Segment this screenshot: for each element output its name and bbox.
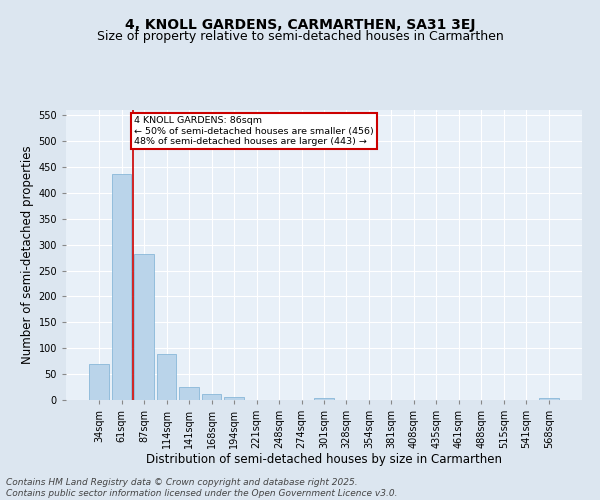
Text: 4, KNOLL GARDENS, CARMARTHEN, SA31 3EJ: 4, KNOLL GARDENS, CARMARTHEN, SA31 3EJ [125, 18, 475, 32]
Bar [134, 254, 154, 400]
Y-axis label: Number of semi-detached properties: Number of semi-detached properties [21, 146, 34, 364]
Text: Size of property relative to semi-detached houses in Carmarthen: Size of property relative to semi-detach… [97, 30, 503, 43]
Bar [157, 354, 176, 400]
Bar [112, 174, 131, 400]
Text: 4 KNOLL GARDENS: 86sqm
← 50% of semi-detached houses are smaller (456)
48% of se: 4 KNOLL GARDENS: 86sqm ← 50% of semi-det… [134, 116, 374, 146]
Bar [539, 398, 559, 400]
Text: Contains HM Land Registry data © Crown copyright and database right 2025.
Contai: Contains HM Land Registry data © Crown c… [6, 478, 398, 498]
Bar [202, 394, 221, 400]
Bar [179, 387, 199, 400]
X-axis label: Distribution of semi-detached houses by size in Carmarthen: Distribution of semi-detached houses by … [146, 452, 502, 466]
Bar [314, 398, 334, 400]
Bar [224, 398, 244, 400]
Bar [89, 364, 109, 400]
